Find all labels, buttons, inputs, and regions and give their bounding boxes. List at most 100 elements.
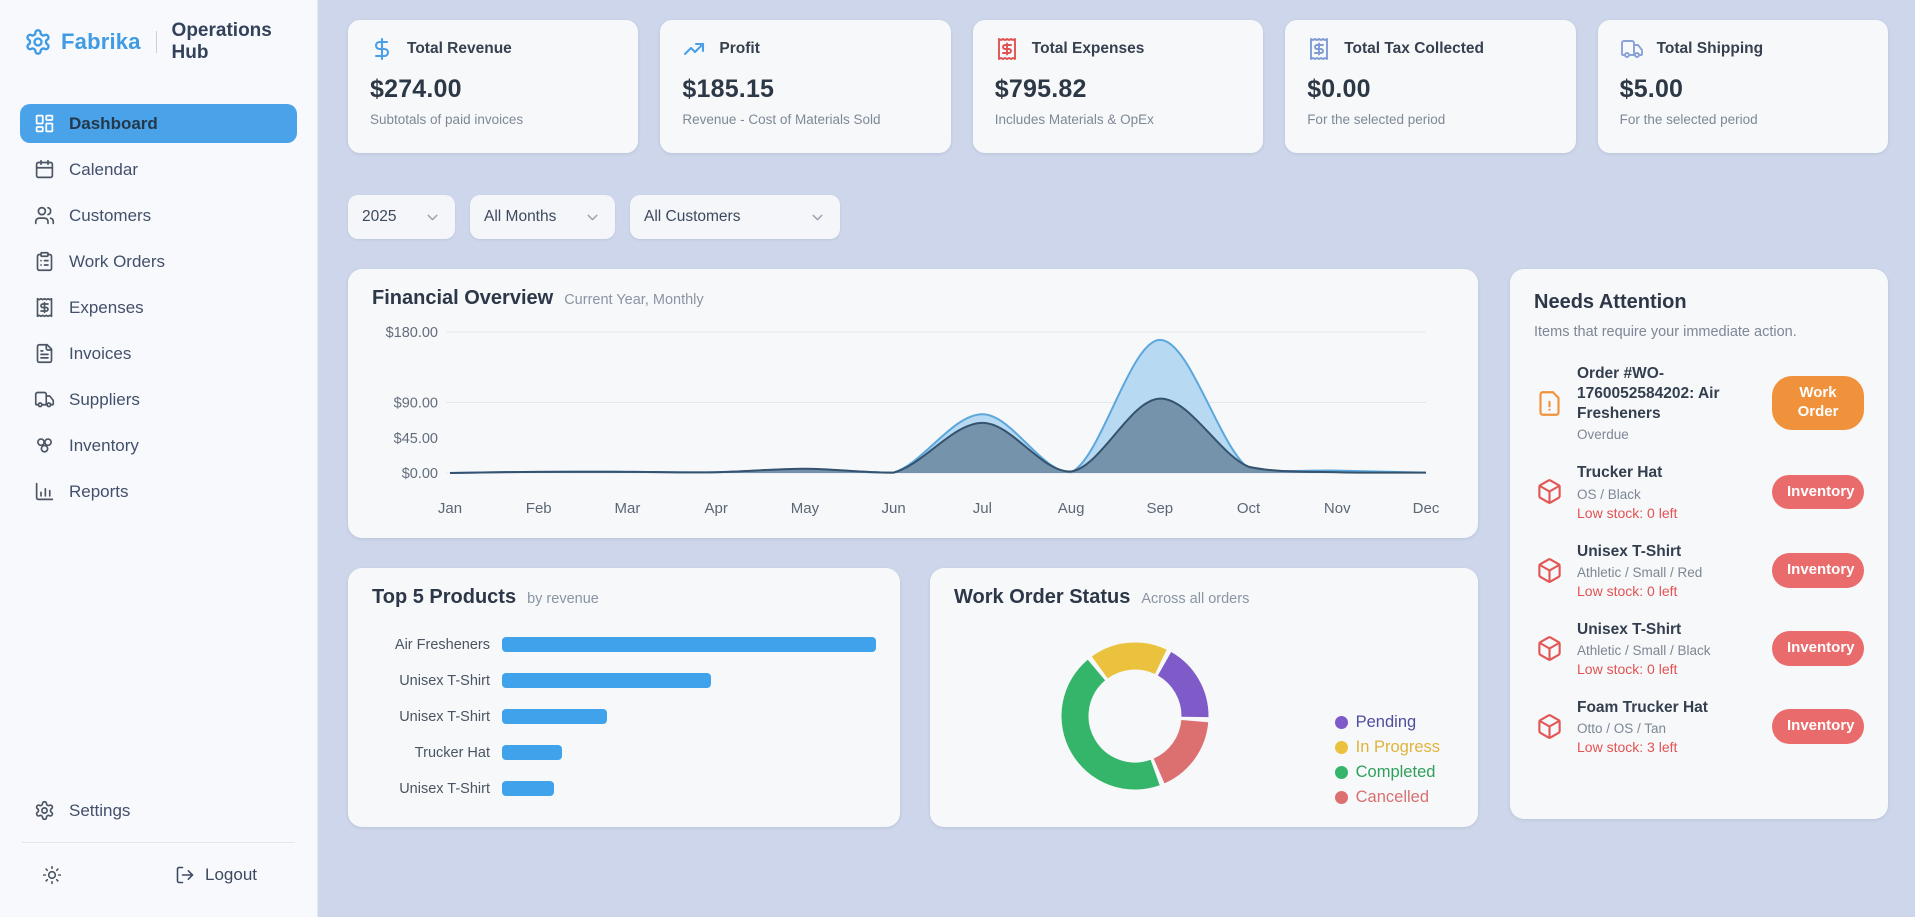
logout-icon — [175, 865, 195, 885]
top-products-chart: Air Fresheners Unisex T-Shirt Unisex T-S… — [372, 631, 876, 802]
attention-item-alert: Low stock: 3 left — [1577, 738, 1678, 755]
product-bar — [502, 637, 876, 652]
attention-item-title: Unisex T-Shirt — [1577, 620, 1682, 638]
attention-item-title: Order #WO-1760052584202: Air Fresheners — [1577, 365, 1720, 423]
sidebar: Fabrika Operations Hub Dashboard Calenda… — [0, 0, 318, 917]
file-warning-icon — [1534, 390, 1564, 417]
stat-label: Profit — [719, 40, 760, 57]
stat-label: Total Expenses — [1031, 40, 1145, 57]
sidebar-item-reports[interactable]: Reports — [20, 472, 297, 511]
sidebar-item-invoices[interactable]: Invoices — [20, 334, 297, 373]
svg-text:Feb: Feb — [526, 500, 552, 517]
dashboard-icon — [34, 113, 55, 134]
month-select-value: All Months — [484, 208, 557, 225]
legend-item-in-progress[interactable]: In Progress — [1334, 738, 1440, 757]
financial-overview-chart: $180.00 $90.00 $45.00 $0.00 Jan Feb Mar Apr May J… — [386, 325, 1440, 517]
product-label: Trucker Hat — [414, 744, 490, 761]
customer-select[interactable]: All Customers — [630, 195, 840, 239]
stat-caption: Revenue - Cost of Materials Sold — [682, 112, 881, 127]
product-label: Unisex T-Shirt — [399, 708, 490, 725]
attention-item-meta: OS / Black — [1577, 486, 1641, 502]
product-label: Air Fresheners — [394, 636, 490, 653]
sidebar-divider — [22, 842, 295, 843]
svg-text:Sep: Sep — [1146, 500, 1173, 517]
panel-subtitle: Across all orders — [1141, 591, 1250, 607]
svg-text:Dec: Dec — [1413, 500, 1440, 517]
attention-item-inventory[interactable]: Trucker Hat OS / Black Low stock: 0 left… — [1534, 463, 1864, 521]
attention-item-title: Trucker Hat — [1577, 464, 1663, 482]
stat-value: $274.00 — [370, 75, 462, 103]
package-icon — [1534, 478, 1564, 505]
theme-toggle-button[interactable] — [36, 859, 68, 891]
sidebar-item-label: Dashboard — [69, 113, 158, 133]
legend-label: Cancelled — [1355, 788, 1430, 806]
legend-label: Pending — [1355, 713, 1417, 731]
legend-dot — [1334, 791, 1348, 804]
attention-item-inventory[interactable]: Unisex T-Shirt Athletic / Small / Black … — [1534, 620, 1864, 677]
status-badge: Work Order — [1772, 376, 1864, 430]
sidebar-item-label: Reports — [69, 481, 129, 501]
brand-name: Fabrika — [61, 29, 141, 54]
dollar-icon — [370, 37, 394, 61]
svg-text:Jan: Jan — [438, 500, 462, 517]
attention-item-work-order[interactable]: Order #WO-1760052584202: Air Fresheners … — [1534, 364, 1864, 442]
panel-subtitle: Items that require your immediate action… — [1534, 324, 1797, 340]
svg-text:$45.00: $45.00 — [394, 431, 438, 447]
sidebar-item-dashboard[interactable]: Dashboard — [20, 104, 297, 143]
needs-attention-panel: Needs Attention Items that require your … — [1510, 269, 1888, 819]
product-bar — [502, 745, 562, 760]
legend-item-cancelled[interactable]: Cancelled — [1334, 788, 1440, 807]
status-badge: Inventory — [1772, 630, 1864, 666]
product-bar — [502, 709, 607, 724]
legend-item-pending[interactable]: Pending — [1334, 713, 1440, 732]
product-row: Unisex T-Shirt — [372, 703, 876, 730]
sidebar-item-customers[interactable]: Customers — [20, 196, 297, 235]
stat-value: $0.00 — [1307, 75, 1371, 103]
package-icon — [1534, 635, 1564, 662]
sidebar-item-inventory[interactable]: Inventory — [20, 426, 297, 465]
legend-item-completed[interactable]: Completed — [1334, 763, 1440, 782]
sidebar-item-calendar[interactable]: Calendar — [20, 150, 297, 189]
stat-card-total-tax: Total Tax Collected $0.00 For the select… — [1285, 20, 1576, 153]
chevron-down-icon — [809, 209, 826, 226]
logout-button[interactable]: Logout — [175, 865, 257, 885]
package-icon — [1534, 713, 1564, 740]
logout-label: Logout — [205, 865, 257, 884]
stat-value: $795.82 — [994, 75, 1087, 103]
attention-item-inventory[interactable]: Foam Trucker Hat Otto / OS / Tan Low sto… — [1534, 698, 1864, 755]
truck-icon — [34, 389, 55, 410]
clipboard-list-icon — [34, 251, 55, 272]
svg-text:Jun: Jun — [882, 500, 906, 517]
logo-divider — [155, 31, 157, 53]
stat-caption: Subtotals of paid invoices — [370, 112, 524, 127]
gear-logo-icon — [24, 28, 52, 56]
product-row: Trucker Hat — [372, 739, 876, 766]
product-row: Unisex T-Shirt — [372, 667, 876, 694]
attention-item-title: Unisex T-Shirt — [1577, 542, 1682, 560]
month-select[interactable]: All Months — [470, 195, 615, 239]
stat-label: Total Tax Collected — [1344, 40, 1484, 57]
calendar-icon — [34, 159, 55, 180]
stat-caption: For the selected period — [1307, 112, 1446, 127]
sidebar-item-expenses[interactable]: Expenses — [20, 288, 297, 327]
product-bar — [502, 781, 555, 796]
bar-chart-icon — [34, 481, 55, 502]
status-badge: Inventory — [1772, 709, 1864, 744]
sidebar-item-label: Customers — [69, 205, 152, 225]
sidebar-item-label: Work Orders — [69, 251, 166, 271]
sidebar-footer: Settings Logout — [20, 791, 297, 891]
year-select[interactable]: 2025 — [348, 195, 455, 239]
attention-item-inventory[interactable]: Unisex T-Shirt Athletic / Small / Red Lo… — [1534, 542, 1864, 599]
sidebar-item-label: Inventory — [69, 435, 139, 455]
svg-text:Oct: Oct — [1237, 500, 1261, 517]
product-row: Unisex T-Shirt — [372, 775, 876, 802]
sidebar-item-work-orders[interactable]: Work Orders — [20, 242, 297, 281]
sidebar-item-label: Expenses — [69, 297, 144, 317]
stat-label: Total Revenue — [407, 40, 512, 57]
sidebar-item-suppliers[interactable]: Suppliers — [20, 380, 297, 419]
sidebar-item-settings[interactable]: Settings — [20, 791, 297, 830]
svg-text:Mar: Mar — [615, 500, 641, 517]
year-select-value: 2025 — [362, 208, 397, 225]
stat-card-total-expenses: Total Expenses $795.82 Includes Material… — [972, 20, 1264, 153]
svg-text:Aug: Aug — [1058, 500, 1085, 517]
